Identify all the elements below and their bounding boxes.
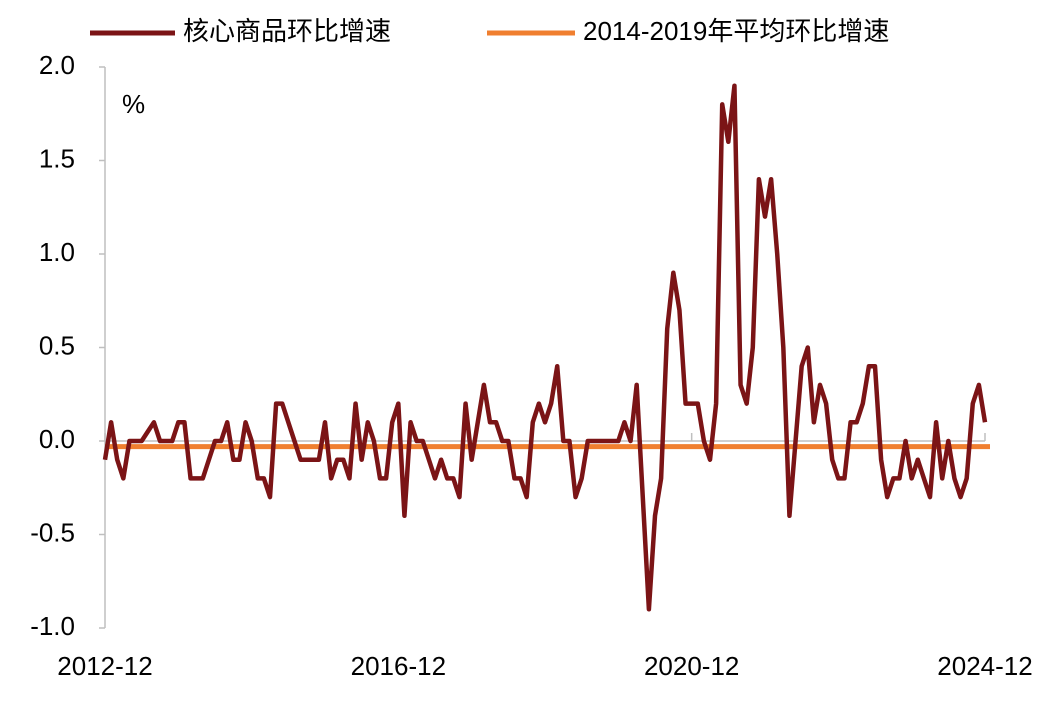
x-tick-label: 2024-12	[937, 651, 1032, 681]
x-tick-label: 2020-12	[644, 651, 739, 681]
y-axis-unit: %	[122, 89, 145, 119]
y-tick-label: 0.0	[39, 424, 75, 454]
x-tick-label: 2012-12	[57, 651, 152, 681]
legend-label: 核心商品环比增速	[183, 16, 391, 46]
y-tick-label: 2.0	[39, 50, 75, 80]
x-tick-label: 2016-12	[351, 651, 446, 681]
y-tick-label: 1.0	[39, 237, 75, 267]
y-tick-label: -1.0	[30, 611, 75, 641]
legend-label: 2014-2019年平均环比增速	[583, 16, 889, 46]
y-tick-label: -0.5	[30, 517, 75, 547]
y-tick-label: 1.5	[39, 143, 75, 173]
y-tick-label: 0.5	[39, 330, 75, 360]
data-line	[102, 83, 988, 612]
